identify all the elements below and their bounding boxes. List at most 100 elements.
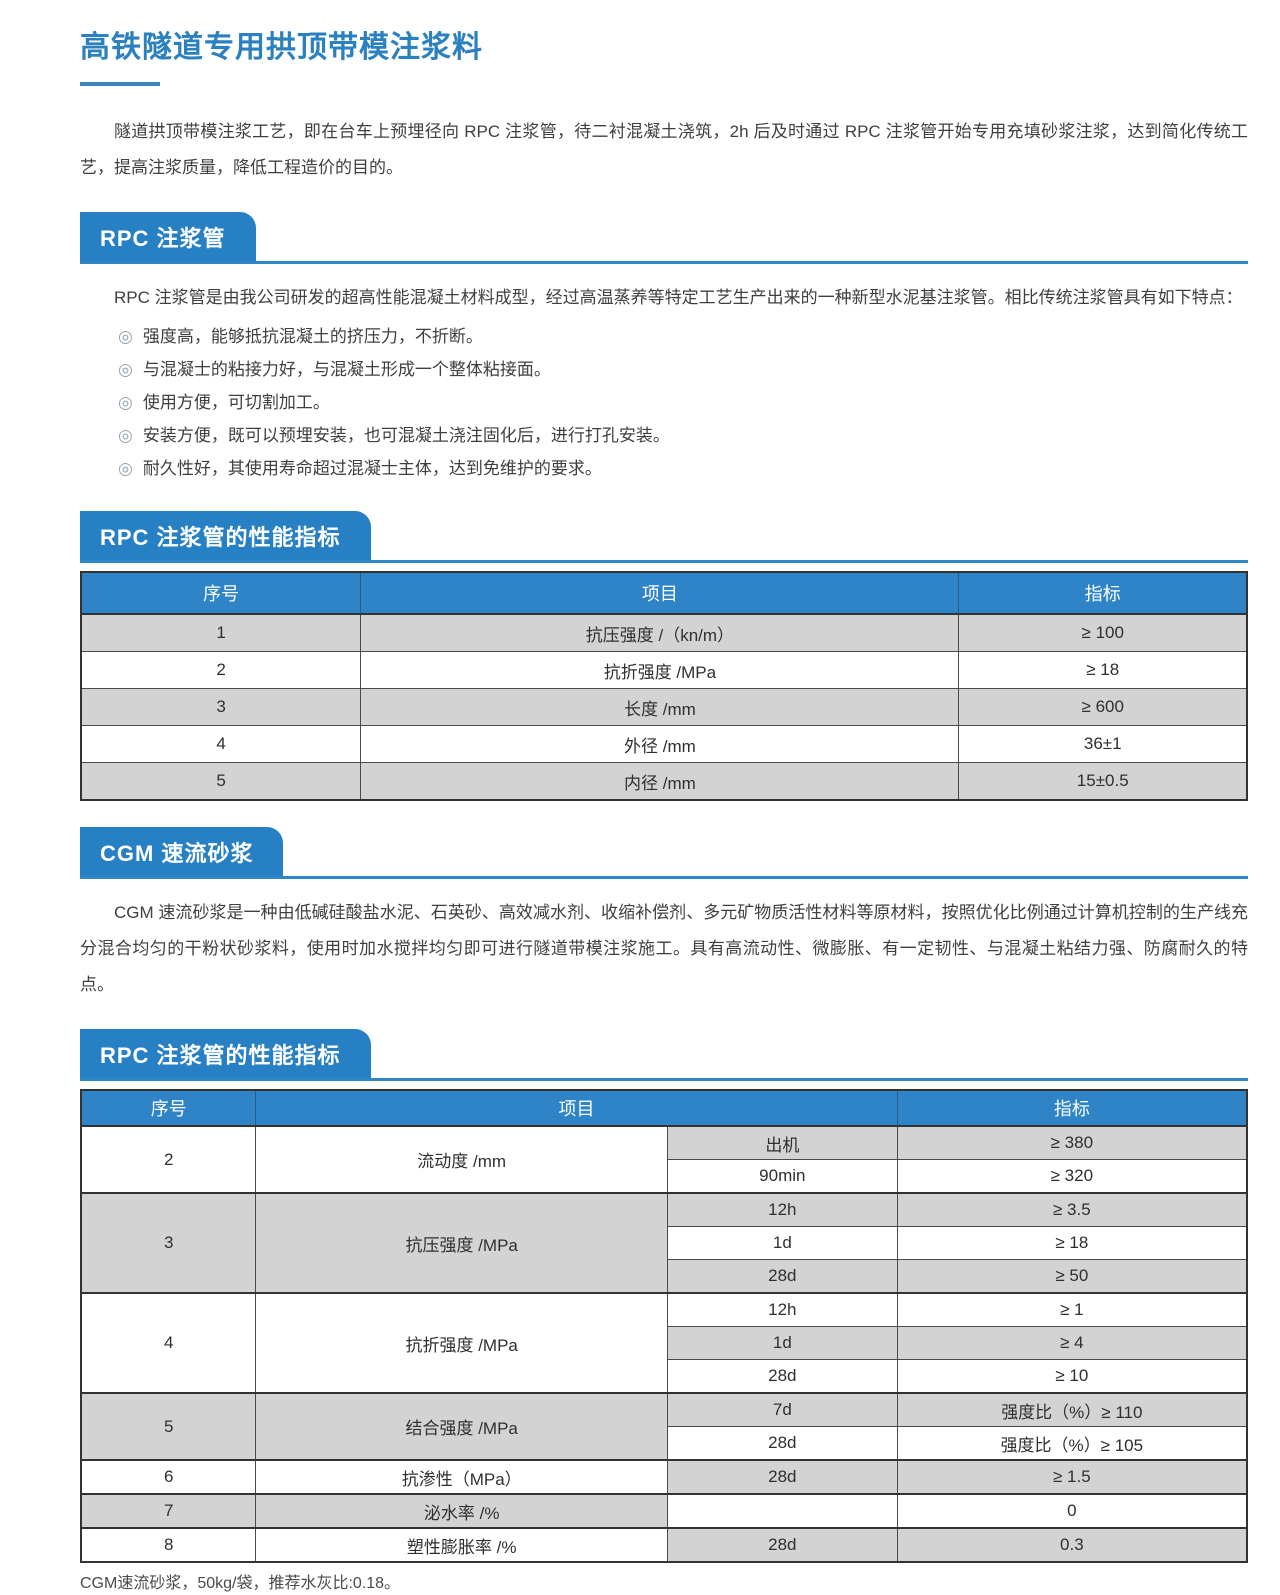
condition-cell: 28d xyxy=(666,1459,898,1495)
bullet-icon: ◎ xyxy=(118,459,133,478)
section-rule: RPC 注浆管的性能指标 xyxy=(80,511,1248,563)
bullet-text: 使用方便，可切割加工。 xyxy=(142,393,330,412)
cgm-mortar-paragraph: CGM 速流砂浆是一种由低碱硅酸盐水泥、石英砂、高效减水剂、收缩补偿剂、多元矿物… xyxy=(80,903,1248,994)
row-no-cell: 6 xyxy=(80,1459,257,1495)
condition-cell: 1d xyxy=(666,1326,898,1360)
table-row: 3 长度 /mm ≥ 600 xyxy=(80,688,1248,726)
condition-cell: 28d xyxy=(666,1359,898,1394)
list-item: ◎ 与混凝士的粘接力好，与混凝土形成一个整体粘接面。 xyxy=(118,353,1248,386)
item-cell: 结合强度 /MPa xyxy=(255,1392,668,1461)
condition-cell xyxy=(666,1493,898,1529)
table-row: 5 结合强度 /MPa 7d 强度比（%）≥ 110 xyxy=(80,1392,1248,1461)
row-no-cell: 2 xyxy=(80,651,362,689)
condition-cell: 28d xyxy=(666,1259,898,1294)
item-cell: 泌水率 /% xyxy=(255,1493,668,1529)
value-cell: ≥ 380 xyxy=(896,1125,1248,1160)
section-badge-rpc-pipe-specs: RPC 注浆管的性能指标 xyxy=(80,511,371,560)
column-header: 项目 xyxy=(360,571,960,615)
bullet-icon: ◎ xyxy=(118,426,133,445)
table-row: 8 塑性膨胀率 /% 28d 0.3 xyxy=(80,1527,1248,1563)
table-header-row: 序号 项目 指标 xyxy=(80,1089,1248,1127)
item-cell: 长度 /mm xyxy=(360,688,960,726)
row-no-cell: 4 xyxy=(80,1292,257,1394)
item-cell: 抗压强度 /（kn/m） xyxy=(360,613,960,652)
list-item: ◎ 强度高，能够抵抗混凝土的挤压力，不折断。 xyxy=(118,320,1248,353)
intro-paragraph: 隧道拱顶带模注浆工艺，即在台车上预埋径向 RPC 注浆管，待二衬混凝土浇筑，2h… xyxy=(80,122,1248,177)
table-row: 3 抗压强度 /MPa 12h ≥ 3.5 xyxy=(80,1192,1248,1294)
item-cell: 流动度 /mm xyxy=(255,1125,668,1194)
bullet-icon: ◎ xyxy=(118,360,133,379)
column-header: 项目 xyxy=(255,1089,898,1127)
row-no-cell: 5 xyxy=(80,762,362,801)
value-cell: 36±1 xyxy=(958,725,1248,763)
table-row: 6 抗渗性（MPa） 28d ≥ 1.5 xyxy=(80,1459,1248,1495)
table-row: 1d ≥ 4 xyxy=(81,1326,1248,1360)
value-cell: ≥ 320 xyxy=(896,1159,1248,1194)
table-row: 90min ≥ 320 xyxy=(81,1159,1248,1194)
condition-cell: 28d xyxy=(666,1426,898,1461)
page-title: 高铁隧道专用拱顶带模注浆料 xyxy=(80,31,483,64)
table-header-row: 序号 项目 指标 xyxy=(80,571,1248,615)
value-cell: ≥ 10 xyxy=(896,1359,1248,1394)
table-row: 4 外径 /mm 36±1 xyxy=(80,725,1248,763)
bullet-text: 强度高，能够抵抗混凝土的挤压力，不折断。 xyxy=(142,327,483,346)
bullet-text: 耐久性好，其使用寿命超过混凝士主体，达到免维护的要求。 xyxy=(142,459,602,478)
row-no-cell: 5 xyxy=(80,1392,257,1461)
value-cell: ≥ 1 xyxy=(896,1292,1248,1327)
footnote: CGM速流砂浆，50kg/袋，推荐水灰比:0.18。 xyxy=(80,1575,401,1592)
table-header-row: 序号 项目 指标 xyxy=(80,1089,1248,1127)
row-no-cell: 8 xyxy=(80,1527,257,1563)
value-cell: 15±0.5 xyxy=(958,762,1248,801)
value-cell: ≥ 600 xyxy=(958,688,1248,726)
condition-cell: 12h xyxy=(666,1192,898,1227)
column-header: 序号 xyxy=(80,571,362,615)
table-row: 4 抗折强度 /MPa 12h ≥ 1 xyxy=(80,1292,1248,1394)
row-no-cell: 3 xyxy=(80,1192,257,1294)
value-cell: 0.3 xyxy=(896,1527,1248,1563)
row-no-cell: 1 xyxy=(80,613,362,652)
list-item: ◎ 使用方便，可切割加工。 xyxy=(118,386,1248,419)
condition-cell: 90min xyxy=(666,1159,898,1194)
bullet-text: 安装方便，既可以预埋安装，也可混凝土浇注固化后，进行打孔安装。 xyxy=(142,426,670,445)
value-cell: ≥ 18 xyxy=(958,651,1248,689)
section-badge-cgm-specs: RPC 注浆管的性能指标 xyxy=(80,1029,371,1078)
section-rule: RPC 注浆管 xyxy=(80,212,1248,264)
table-row: 28d ≥ 50 xyxy=(81,1259,1248,1294)
section-badge-cgm-mortar: CGM 速流砂浆 xyxy=(80,827,284,876)
column-header: 指标 xyxy=(958,571,1248,615)
column-header: 指标 xyxy=(896,1089,1248,1127)
rpc-pipe-spec-table: 序号 项目 指标 1 抗压强度 /（kn/m） ≥ 100 2 抗折强度 /MPa ≥ 18 3… xyxy=(80,571,1248,801)
condition-cell: 28d xyxy=(666,1527,898,1563)
bullet-icon: ◎ xyxy=(118,327,133,346)
condition-cell: 1d xyxy=(666,1226,898,1260)
item-cell: 塑性膨胀率 /% xyxy=(255,1527,668,1563)
table-row: 1 抗压强度 /（kn/m） ≥ 100 xyxy=(80,613,1248,652)
table-row: 1d ≥ 18 xyxy=(81,1226,1248,1260)
rpc-pipe-paragraph: RPC 注浆管是由我公司研发的超高性能混凝土材料成型，经过高温蒸养等特定工艺生产… xyxy=(114,288,1243,307)
section-badge-rpc-pipe: RPC 注浆管 xyxy=(80,212,256,261)
feature-bullet-list: ◎ 强度高，能够抵抗混凝土的挤压力，不折断。 ◎ 与混凝士的粘接力好，与混凝土形成一个… xyxy=(80,320,1248,485)
table-body: 1 抗压强度 /（kn/m） ≥ 100 2 抗折强度 /MPa ≥ 18 3 长度 /mm ≥… xyxy=(80,613,1248,801)
condition-cell: 7d xyxy=(666,1392,898,1427)
item-cell: 外径 /mm xyxy=(360,725,960,763)
value-cell: ≥ 18 xyxy=(896,1226,1248,1260)
item-cell: 抗折强度 /MPa xyxy=(255,1292,668,1394)
row-no-cell: 2 xyxy=(80,1125,257,1194)
table-body: 2 流动度 /mm 出机 ≥ 380 90min ≥ 320 3 抗压强度 /MPa 12h ≥ … xyxy=(80,1125,1248,1563)
value-cell: ≥ 4 xyxy=(896,1326,1248,1360)
section-rule: RPC 注浆管的性能指标 xyxy=(80,1029,1248,1081)
item-cell: 内径 /mm xyxy=(360,762,960,801)
value-cell: ≥ 100 xyxy=(958,613,1248,652)
section-rule: CGM 速流砂浆 xyxy=(80,827,1248,879)
value-cell: ≥ 50 xyxy=(896,1259,1248,1294)
cgm-mortar-spec-table: 序号 项目 指标 2 流动度 /mm 出机 ≥ 380 90min ≥ 320 3 抗压强度 /M… xyxy=(80,1089,1248,1563)
value-cell: ≥ 3.5 xyxy=(896,1192,1248,1227)
row-no-cell: 3 xyxy=(80,688,362,726)
title-underline xyxy=(80,82,160,86)
item-cell: 抗压强度 /MPa xyxy=(255,1192,668,1294)
bullet-text: 与混凝士的粘接力好，与混凝土形成一个整体粘接面。 xyxy=(142,360,551,379)
bullet-icon: ◎ xyxy=(118,393,133,412)
condition-cell: 出机 xyxy=(666,1125,898,1160)
table-row: 28d ≥ 10 xyxy=(81,1359,1248,1394)
